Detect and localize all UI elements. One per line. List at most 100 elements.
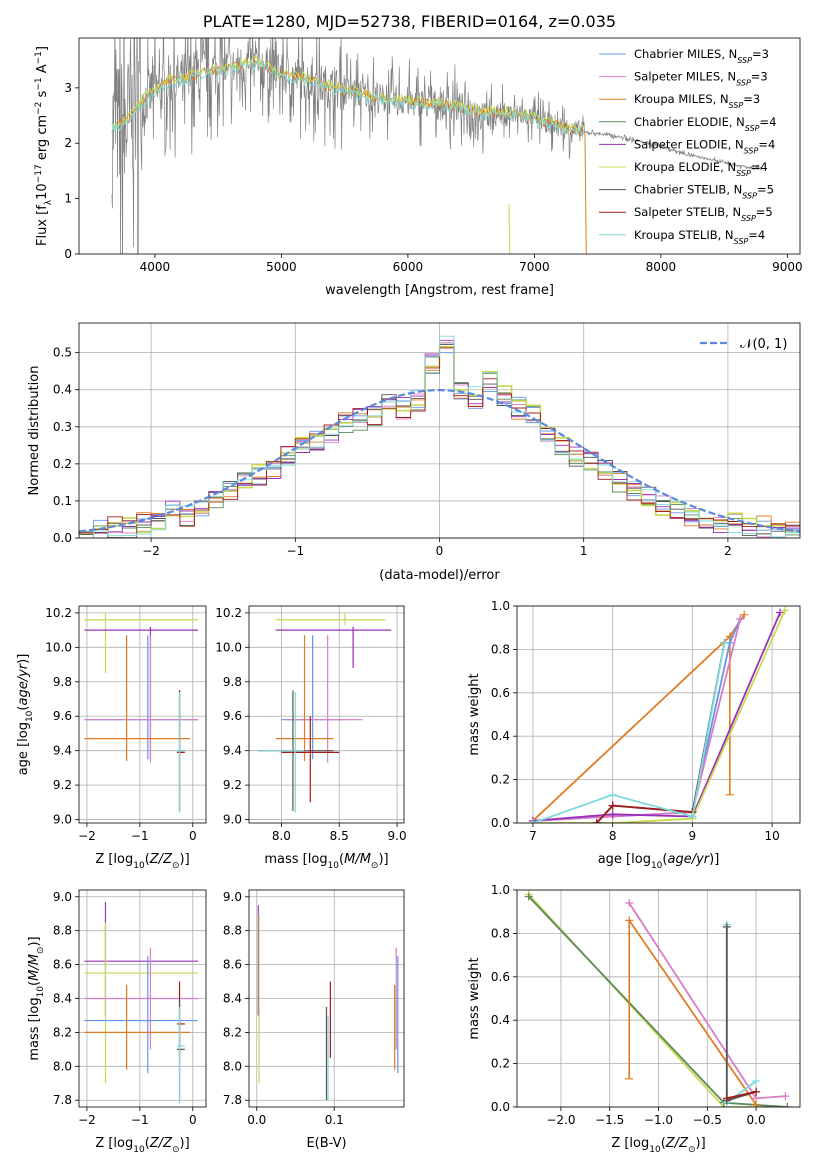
y-tick-label: 9.0	[53, 813, 72, 827]
y-tick-label: 1.0	[491, 599, 510, 613]
x-tick-label: 8.5	[330, 829, 349, 843]
y-tick-label: 8.6	[53, 958, 72, 972]
weight-line-kroupa_miles	[628, 919, 757, 1106]
legend-label: Chabrier STELIB, NSSP=5	[634, 183, 774, 201]
y-tick-label: 9.8	[223, 675, 242, 689]
x-tick-label: −1	[286, 544, 304, 558]
weight-marker-salpeter_miles	[781, 1092, 790, 1101]
weight-marker-kroupa_miles	[752, 1100, 761, 1107]
x-tick-label: 10	[764, 829, 779, 843]
model-fit-line-kroupa_stelib	[111, 60, 585, 139]
legend-label: Kroupa MILES, NSSP=3	[634, 92, 760, 110]
age_vs_Z-frame	[78, 605, 207, 824]
y-tick-label: 0.2	[491, 1057, 510, 1071]
weight-line-salpeter_stelib	[726, 1090, 757, 1100]
y-tick-label: 0.3	[53, 420, 72, 434]
weight-marker-kroupa_stelib	[688, 812, 697, 821]
x-tick-label: 0.1	[325, 1113, 344, 1127]
y-tick-label: 0.2	[491, 773, 510, 787]
y-axis-label: mass weight	[467, 957, 482, 1039]
y-tick-label: 8.8	[53, 924, 72, 938]
y-tick-label: 0	[64, 247, 72, 261]
x-tick-label: 1	[580, 544, 588, 558]
weight_vs_Z-axes: −2.0 −1.5 −1.0 −0.5 0.0 0.0 0.2 0.4 0.6 0.8 1.0	[491, 883, 800, 1127]
x-tick-label: 5000	[266, 260, 297, 274]
mass_vs_EBV-frame	[248, 889, 405, 1108]
y-axis-label: Normed distribution	[27, 366, 42, 496]
y-tick-label: 9.6	[53, 709, 72, 723]
weight-marker-salpeter_elodie	[608, 810, 617, 819]
weight_vs_age-plot-area	[528, 606, 789, 823]
y-tick-label: 0.6	[491, 970, 510, 984]
spectrum-plot-area	[111, 38, 763, 254]
x-tick-label: −1.0	[644, 1113, 673, 1127]
weight-line-chabrier_elodie	[528, 895, 788, 1107]
mass_vs_EBV-plot-area	[257, 905, 399, 1101]
legend-label: Chabrier ELODIE, NSSP=4	[634, 115, 776, 133]
y-tick-label: 9.2	[53, 778, 72, 792]
y-tick-label: 10.0	[215, 640, 242, 654]
y-axis-label: mass [log10(M/M⊙)]	[27, 936, 46, 1060]
y-tick-label: 9.0	[223, 813, 242, 827]
x-tick-label: −1	[131, 829, 149, 843]
weight-marker-kroupa_stelib	[608, 790, 617, 799]
residuals-plot-area	[79, 335, 800, 538]
x-tick-label: 0	[189, 1113, 197, 1127]
weight-marker-kroupa_elodie	[608, 819, 617, 823]
gaussian-curve	[79, 388, 800, 533]
mass_vs_Z-axes: −2 −1 0 7.8 8.0 8.2 8.4 8.6 8.8 9.0	[53, 890, 206, 1127]
y-tick-label: 8.0	[223, 1059, 242, 1073]
y-tick-label: 9.4	[53, 744, 72, 758]
weight-marker-kroupa_elodie	[780, 606, 789, 615]
legend-label: Kroupa ELODIE, NSSP=4	[634, 160, 768, 178]
legend-label: Chabrier MILES, NSSP=3	[634, 47, 769, 65]
y-tick-label: 9.2	[223, 778, 242, 792]
age_vs_mass-axes: 8.0 8.5 9.0 9.0 9.2 9.4 9.6 9.8 10.0 10.2	[215, 606, 406, 843]
x-axis-label: Z [log10(Z/Z⊙)]	[611, 1136, 705, 1155]
mass_vs_Z-frame	[78, 889, 207, 1108]
weight-marker-salpeter_elodie	[776, 608, 785, 617]
y-tick-label: 0.8	[491, 642, 510, 656]
x-tick-label: 2	[724, 544, 732, 558]
y-tick-label: 10.0	[45, 640, 72, 654]
y-tick-label: 1	[64, 192, 72, 206]
x-axis-label: wavelength [Angstrom, rest frame]	[325, 283, 554, 298]
x-axis-label: age [log10(age/yr)]	[598, 852, 720, 871]
x-tick-label: 0.0	[747, 1113, 766, 1127]
x-tick-label: 0	[436, 544, 444, 558]
weight-line-kroupa_elodie	[532, 609, 786, 823]
x-tick-label: −1.5	[595, 1113, 624, 1127]
x-axis-label: (data-model)/error	[379, 568, 500, 583]
y-tick-label: 0.6	[491, 686, 510, 700]
weight-marker-chabrier_elodie	[524, 892, 533, 901]
y-tick-label: 0.4	[53, 383, 72, 397]
x-tick-label: 9.0	[388, 829, 407, 843]
spectrum-axes: 4000 5000 6000 7000 8000 9000 0 1 2 3	[64, 81, 802, 274]
y-axis-label: Flux [fλ10−17 erg cm−2 s−1 A−1]	[34, 46, 54, 246]
weight_vs_Z-plot-area	[524, 890, 792, 1107]
mass_vs_EBV-axes: 0.0 0.1 7.8 8.0 8.2 8.4 8.6 8.8 9.0	[223, 890, 404, 1127]
x-axis-label: Z [log10(Z/Z⊙)]	[95, 852, 189, 871]
weight-line-kroupa_elodie	[528, 893, 788, 1107]
x-tick-label: −2.0	[546, 1113, 575, 1127]
y-tick-label: 9.0	[53, 890, 72, 904]
y-tick-label: 0.4	[491, 1013, 510, 1027]
y-tick-label: 0.0	[491, 816, 510, 830]
y-tick-label: 9.8	[53, 675, 72, 689]
y-tick-label: 8.2	[53, 1025, 72, 1039]
legend-label: Salpeter MILES, NSSP=3	[634, 70, 768, 88]
weight-marker-salpeter_miles	[625, 899, 634, 908]
x-tick-label: 8	[609, 829, 617, 843]
x-tick-label: −0.5	[693, 1113, 722, 1127]
histogram-step-salpeter_stelib	[79, 347, 800, 534]
y-tick-label: 8.8	[223, 924, 242, 938]
legend-label: Kroupa STELIB, NSSP=4	[634, 228, 765, 246]
x-axis-label: E(B-V)	[306, 1136, 346, 1151]
y-tick-label: 8.6	[223, 958, 242, 972]
y-tick-label: 0.2	[53, 457, 72, 471]
y-tick-label: 7.8	[53, 1093, 72, 1107]
y-tick-label: 10.2	[215, 606, 242, 620]
weight-marker-salpeter_miles	[736, 615, 745, 624]
y-tick-label: 3	[64, 81, 72, 95]
